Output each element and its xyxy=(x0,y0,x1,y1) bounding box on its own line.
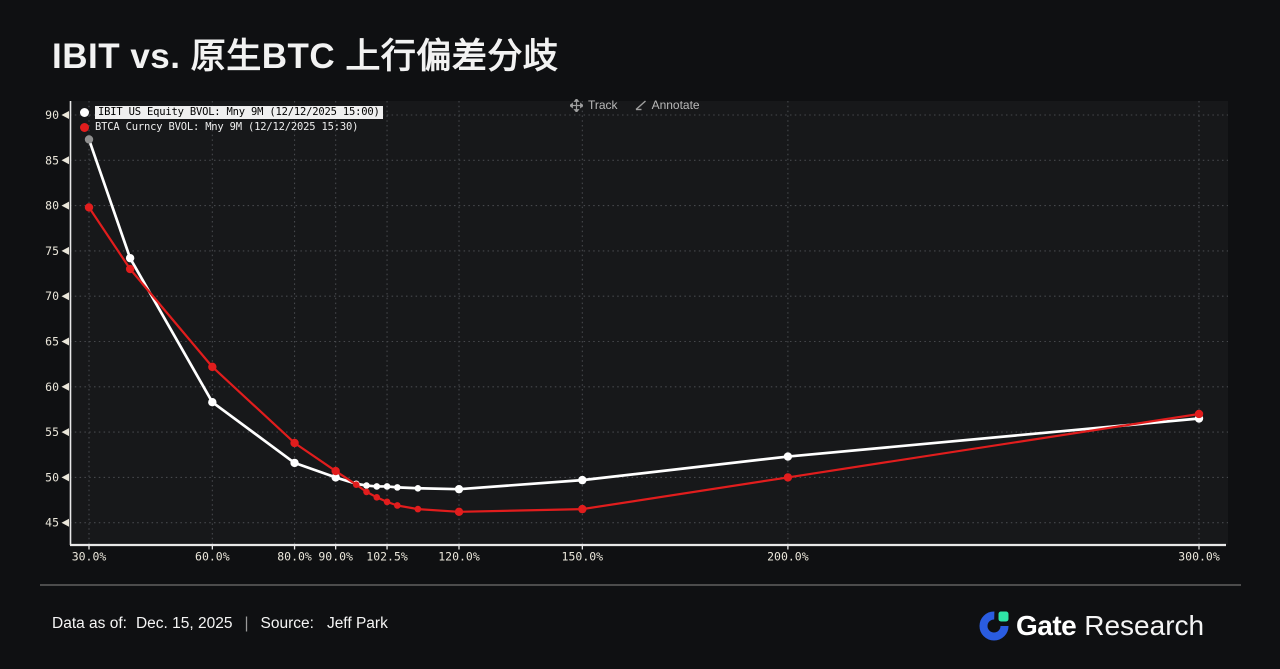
data-point-ibit xyxy=(414,484,422,492)
track-label: Track xyxy=(588,98,618,112)
data-point-btca xyxy=(352,481,360,488)
y-tick-label: 70 xyxy=(45,289,59,303)
y-tick-arrow-icon xyxy=(61,518,69,527)
y-tick-label: 65 xyxy=(45,335,59,349)
x-tick-label: 150.0% xyxy=(562,550,604,564)
data-point-btca xyxy=(331,466,340,476)
page-title: IBIT vs. 原生BTC 上行偏差分歧 xyxy=(52,37,559,76)
data-as-of-value: Dec. 15, 2025 xyxy=(135,615,233,632)
x-tick-label: 80.0% xyxy=(277,550,312,564)
data-point-ibit xyxy=(331,473,340,482)
y-tick-label: 80 xyxy=(45,199,59,213)
data-point-ibit xyxy=(208,398,217,407)
move-crosshair-icon xyxy=(570,98,583,112)
data-point-btca xyxy=(84,203,94,212)
y-tick-arrow-icon xyxy=(61,382,69,391)
footer-separator: | xyxy=(244,615,249,632)
data-point-ibit xyxy=(783,452,793,461)
track-button[interactable]: Track xyxy=(570,98,618,112)
data-point-btca xyxy=(1194,409,1204,419)
y-tick-arrow-icon xyxy=(61,473,69,482)
chart-canvas: 45 50 55 60 65 70 75 80 85 90 30.0% 60.0% 80.0% 90.0%… xyxy=(45,101,1228,564)
data-point-ibit xyxy=(373,483,381,490)
data-point-btca xyxy=(394,502,401,509)
data-point-ibit xyxy=(363,482,370,489)
y-tick-label: 45 xyxy=(45,516,59,530)
y-tick-arrow-icon xyxy=(61,292,69,301)
y-tick-arrow-icon xyxy=(61,111,69,119)
y-tick-label: 50 xyxy=(45,470,59,484)
data-point-btca xyxy=(373,494,381,501)
gate-logo-icon xyxy=(979,611,1009,641)
chart-toolbar: Track Annotate xyxy=(570,98,700,112)
data-point-btca xyxy=(414,505,422,513)
legend-dot-ibit xyxy=(80,108,89,118)
footer-divider xyxy=(40,584,1241,586)
data-as-of-label: Data as of: xyxy=(52,615,127,632)
x-tick-label: 200.0% xyxy=(767,550,809,564)
y-tick-arrow-icon xyxy=(61,428,69,437)
legend-label-btca: BTCA Curncy BVOL: Mny 9M (12/12/2025 15:… xyxy=(95,120,359,133)
y-tick-label: 90 xyxy=(45,108,59,122)
data-point-ibit xyxy=(125,253,135,263)
data-point-btca xyxy=(125,264,135,274)
annotate-button[interactable]: Annotate xyxy=(634,98,700,112)
y-tick-label: 55 xyxy=(45,425,59,439)
y-tick-label: 75 xyxy=(45,244,59,258)
x-tick-label: 90.0% xyxy=(318,550,353,564)
data-point-btca xyxy=(383,498,391,506)
source-label: Source: xyxy=(260,615,314,632)
data-point-ibit xyxy=(84,135,94,144)
y-tick-arrow-icon xyxy=(61,246,69,255)
y-tick-arrow-icon xyxy=(61,201,69,210)
legend-label-ibit: IBIT US Equity BVOL: Mny 9M (12/12/2025 … xyxy=(95,106,383,120)
legend-item-ibit[interactable]: IBIT US Equity BVOL: Mny 9M (12/12/2025 … xyxy=(80,106,383,120)
legend-item-btca[interactable]: BTCA Curncy BVOL: Mny 9M (12/12/2025 15:… xyxy=(80,121,383,135)
data-point-btca xyxy=(454,507,464,517)
x-tick-label: 120.0% xyxy=(438,550,480,564)
x-tick-label: 30.0% xyxy=(72,550,107,564)
y-tick-arrow-icon xyxy=(61,156,69,165)
data-point-ibit xyxy=(383,483,391,490)
annotate-label: Annotate xyxy=(651,98,700,112)
data-point-btca xyxy=(363,488,370,496)
brand-name-bold: Gate xyxy=(1016,609,1077,641)
y-tick-label: 60 xyxy=(45,380,59,394)
data-point-btca xyxy=(208,362,217,372)
data-point-ibit xyxy=(454,484,464,494)
y-tick-arrow-icon xyxy=(61,337,69,346)
chart-legend: IBIT US Equity BVOL: Mny 9M (12/12/2025 … xyxy=(80,106,383,135)
x-tick-label: 300.0% xyxy=(1178,550,1220,564)
pencil-angle-icon xyxy=(635,100,646,111)
data-point-ibit xyxy=(290,458,299,468)
plot-area[interactable] xyxy=(70,101,1228,545)
data-point-btca xyxy=(578,504,587,514)
y-tick-label: 85 xyxy=(45,153,59,167)
footer: Data as of: Dec. 15, 2025 | Source: Jeff… xyxy=(52,615,388,633)
source-value: Jeff Park xyxy=(326,615,388,632)
brand-name-regular: Research xyxy=(1084,609,1205,641)
data-point-btca xyxy=(783,473,793,482)
x-tick-label: 102.5% xyxy=(366,550,408,564)
x-tick-label: 60.0% xyxy=(195,550,230,564)
data-point-ibit xyxy=(578,475,587,485)
legend-dot-btca xyxy=(80,122,89,132)
data-point-ibit xyxy=(394,484,401,491)
brand-logo: Gate Research xyxy=(978,609,1204,642)
data-point-btca xyxy=(290,438,299,448)
